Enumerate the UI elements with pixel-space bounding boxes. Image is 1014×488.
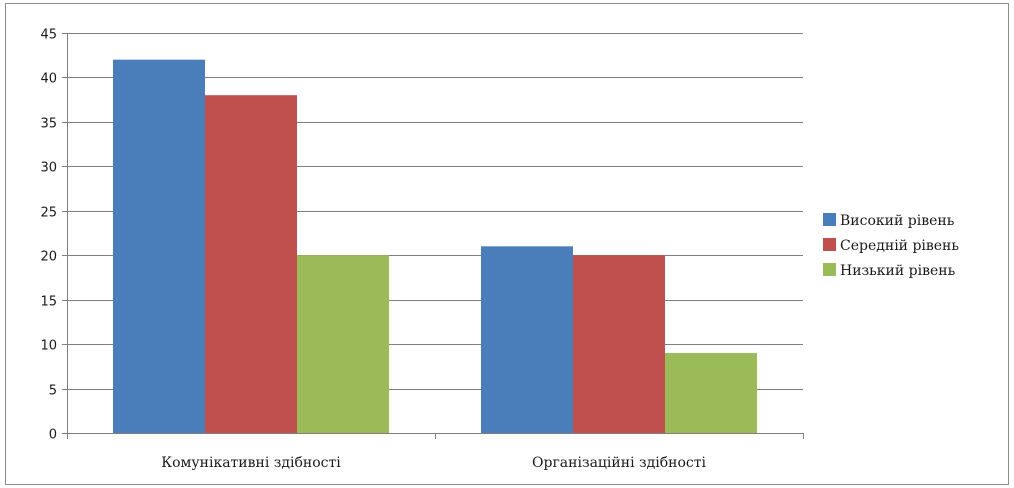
y-tick-label: 45	[40, 28, 57, 43]
y-tick-label: 20	[40, 250, 57, 265]
x-category-label: Організаційні здібності	[532, 455, 706, 471]
bar-2-cat-1	[205, 95, 297, 433]
bar-3-cat-2	[665, 353, 757, 433]
y-tick-label: 10	[40, 339, 57, 354]
x-category-labels: Комунікативні здібності Організаційні зді…	[161, 455, 706, 471]
axes	[62, 33, 804, 439]
legend-label: Низький рівень	[840, 263, 956, 279]
bar-3-cat-1	[297, 255, 389, 433]
y-tick-labels: 0 5 10 15 20 25 30 35 40 45	[40, 28, 57, 443]
legend: Високий рівень Середній рівень Низький рів…	[823, 213, 959, 279]
legend-label: Середній рівень	[840, 238, 959, 254]
y-tick-label: 5	[49, 384, 57, 399]
y-tick-label: 15	[40, 295, 57, 310]
bar-2-cat-2	[573, 255, 665, 433]
legend-swatch	[823, 238, 836, 251]
legend-swatch	[823, 263, 836, 276]
legend-swatch	[823, 213, 836, 226]
y-tick-label: 30	[40, 161, 57, 176]
y-tick-label: 0	[49, 428, 57, 443]
bar-1-cat-2	[481, 246, 573, 433]
legend-label: Високий рівень	[840, 213, 955, 229]
x-category-label: Комунікативні здібності	[161, 455, 341, 471]
y-tick-label: 25	[40, 206, 57, 221]
bars	[113, 59, 757, 434]
y-tick-label: 40	[40, 72, 57, 87]
y-tick-label: 35	[40, 117, 57, 132]
bar-1-cat-1	[113, 59, 205, 434]
